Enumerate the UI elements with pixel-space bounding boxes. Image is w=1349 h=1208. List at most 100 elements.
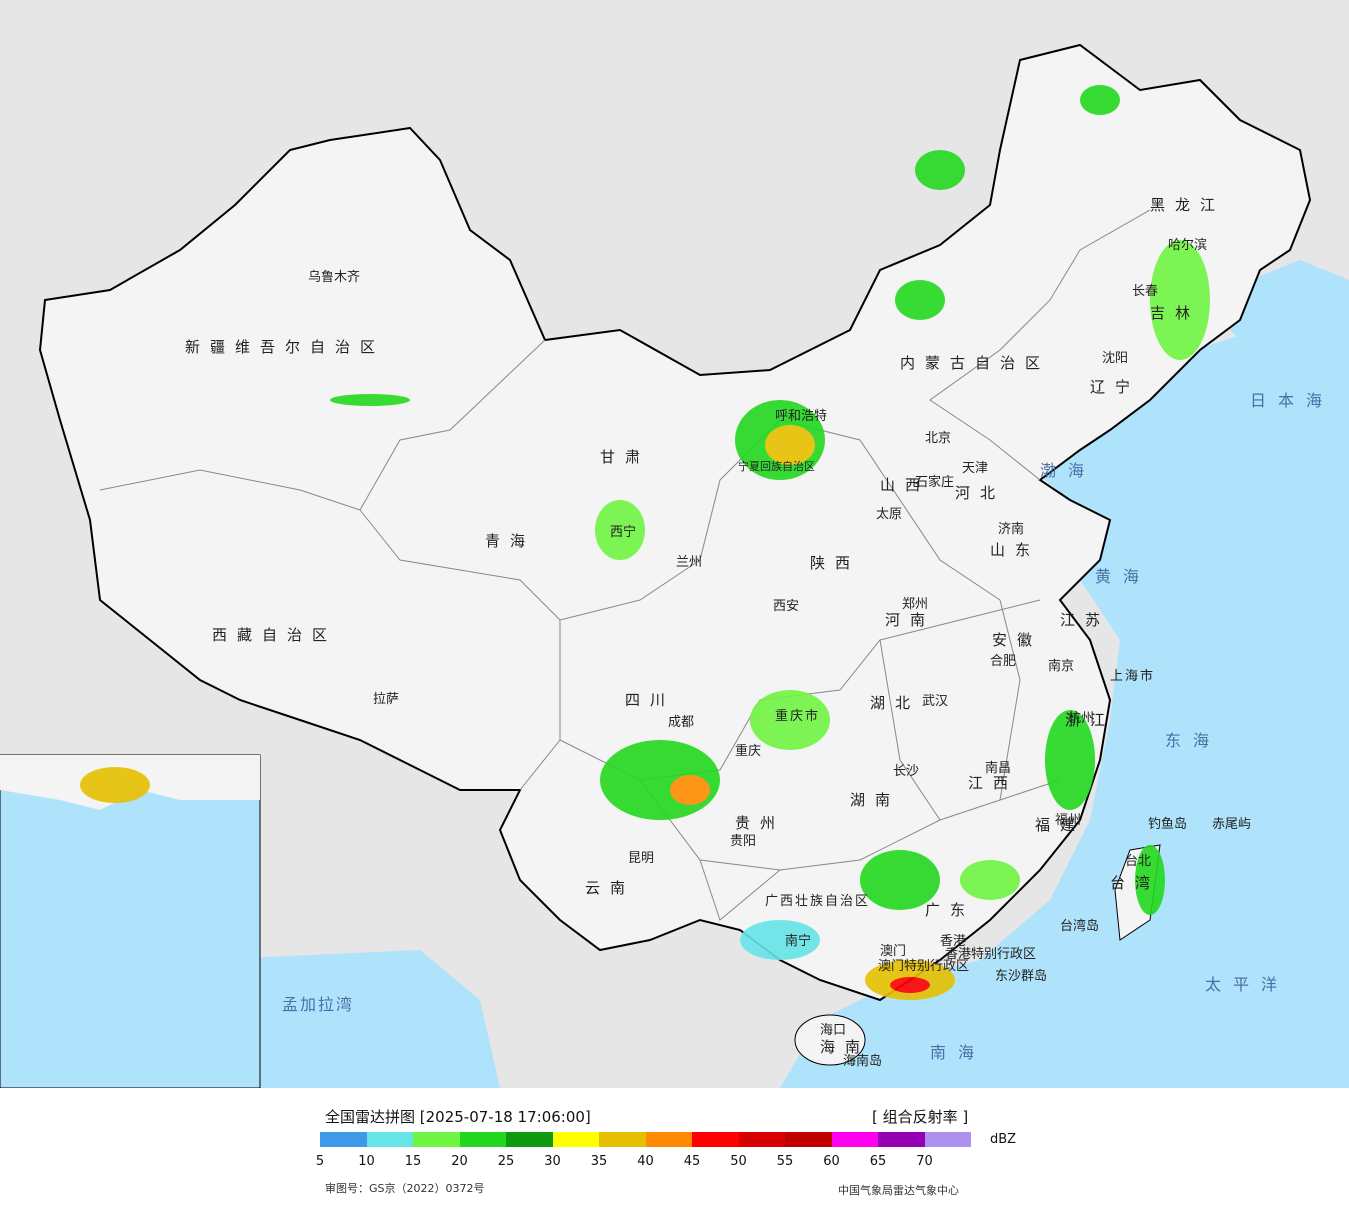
unit-label: dBZ [990,1132,1017,1147]
scale-tick-label: 25 [497,1154,515,1169]
scale-swatch [413,1132,460,1147]
city-jinan: 济南 [998,521,1024,537]
scale-swatch [831,1132,878,1147]
city-fuzhou: 福州 [1055,813,1081,828]
city-nanjing: 南京 [1048,658,1074,674]
scale-tick-label: 20 [451,1154,468,1169]
region-neimenggu: 内蒙古自治区 [900,354,1050,372]
region-fujian: 福建 [1035,816,1085,834]
region-xizang: 西藏自治区 [212,626,337,644]
city-chengdu: 成都 [668,715,694,730]
region-hongkong: 香港特别行政区 [945,947,1036,962]
region-hunan: 湖南 [850,791,900,809]
product-label: [ 组合反射率 ] [872,1108,969,1126]
city-nanning: 南宁 [785,933,811,949]
sea-bohai: 渤海 [1040,461,1096,480]
region-shanxi: 山西 [880,476,930,494]
region-gansu: 甘肃 [600,448,650,466]
review-number: 审图号：GS京（2022）0372号 [325,1182,485,1195]
region-hainan: 海南 [820,1038,870,1056]
city-taipei: 台北 [1125,854,1151,869]
scale-tick-label: 40 [637,1154,654,1169]
legend-panel: 全国雷达拼图 [2025-07-18 17:06:00] [ 组合反射率 ] d… [0,1088,1349,1208]
sea-pacific: 太平洋 [1205,975,1289,994]
scale-tick-label: 15 [404,1154,422,1169]
scale-tick-label: 10 [358,1154,375,1169]
city-kunming: 昆明 [628,851,654,866]
region-liaoning: 辽宁 [1090,378,1140,396]
city-hefei: 合肥 [990,654,1016,669]
region-sichuan: 四川 [625,691,675,709]
region-guangdong: 广东 [925,901,975,919]
scale-tick-label: 5 [315,1154,325,1169]
scale-swatch [366,1132,413,1147]
city-wuhan: 武汉 [922,694,948,709]
region-guangxi: 广西壮族自治区 [765,893,870,909]
city-urumqi: 乌鲁木齐 [308,269,360,285]
city-xian: 西安 [773,599,799,614]
legend-title: 全国雷达拼图 [2025-07-18 17:06:00] [325,1108,591,1126]
region-shandong: 山东 [990,541,1040,559]
region-henan: 河南 [885,611,935,629]
scale-tick-label: 50 [730,1154,747,1169]
radar-map[interactable]: 新疆维吾尔自治区 西藏自治区 青海 甘肃 内蒙古自治区 四川 云南 广西壮族自治… [0,0,1349,1088]
region-yunnan: 云南 [585,879,635,897]
city-hohhot: 呼和浩特 [775,409,827,424]
scale-swatch [599,1132,646,1147]
island-chiwei: 赤尾屿 [1212,817,1251,832]
region-zhejiang: 浙江 [1065,711,1115,729]
scale-tick-label: 65 [869,1154,887,1169]
organization-label: 中国气象局雷达气象中心 [838,1184,959,1197]
region-heilongjiang: 黑龙江 [1150,196,1225,214]
city-changsha: 长沙 [893,764,919,779]
scale-swatch [924,1132,971,1147]
city-macau: 澳门 [880,943,906,959]
city-shijiazhuang: 石家庄 [915,474,954,490]
city-xining: 西宁 [610,524,636,540]
scale-swatch [878,1132,925,1147]
sea-japan: 日本海 [1250,391,1334,410]
hainan-island [794,1014,866,1066]
sea-south: 南海 [930,1043,986,1062]
radar-echoes [80,85,1210,1000]
region-hubei: 湖北 [870,694,920,712]
region-taiwan: 台湾 [1110,874,1160,892]
city-taiyuan: 太原 [876,507,902,522]
color-scale-bar [320,1132,971,1147]
sea-east: 东海 [1165,731,1221,750]
scale-tick-label: 70 [916,1154,933,1169]
region-hebei: 河北 [955,484,1005,502]
city-nanchang: 南昌 [985,760,1011,776]
region-jiangsu: 江苏 [1060,611,1110,629]
south-china-sea-inset [0,754,261,1088]
region-jilin: 吉林 [1150,304,1200,322]
region-shanghai: 上海市 [1110,668,1155,684]
scale-swatch [506,1132,553,1147]
city-lanzhou: 兰州 [676,555,702,570]
scale-swatch [552,1132,599,1147]
region-macau: 澳门特别行政区 [878,958,969,974]
region-xinjiang: 新疆维吾尔自治区 [185,338,385,356]
scale-swatch [785,1132,832,1147]
scale-tick-label: 30 [544,1154,561,1169]
region-ningxia: 宁夏回族自治区 [738,459,815,473]
city-hangzhou: 杭州 [1068,711,1094,726]
region-shaanxi: 陕西 [810,554,860,572]
sea-bengal: 孟加拉湾 [282,995,354,1014]
scale-tick-label: 55 [776,1154,794,1169]
city-changchun: 长春 [1132,284,1158,299]
sea-yellow: 黄海 [1095,567,1151,586]
scale-swatch [692,1132,739,1147]
scale-ticks: 5 10 15 20 25 30 35 40 45 50 55 60 65 70 [0,1154,1349,1174]
city-guiyang: 贵阳 [730,834,756,849]
city-zhengzhou: 郑州 [902,597,928,612]
region-qinghai: 青海 [485,532,535,550]
scale-swatch [738,1132,785,1147]
region-chongqing: 重庆市 [775,708,820,724]
scale-swatch [459,1132,506,1147]
city-chongqing: 重庆 [735,743,761,759]
city-shenyang: 沈阳 [1102,351,1128,366]
scale-tick-label: 45 [683,1154,701,1169]
island-taiwan: 台湾岛 [1060,918,1099,934]
region-anhui: 安徽 [992,631,1042,649]
